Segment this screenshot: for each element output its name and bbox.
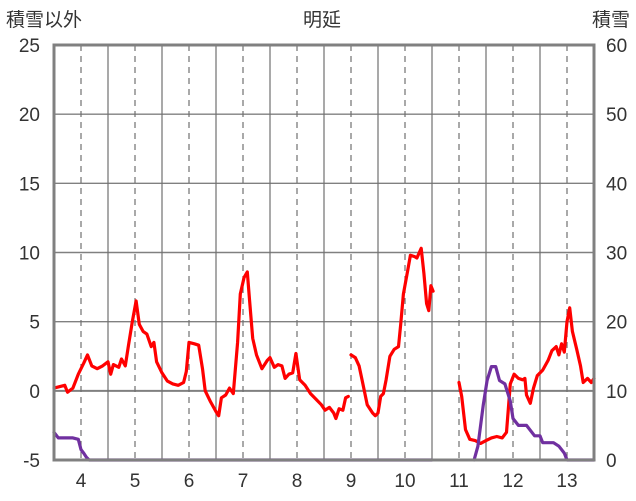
y-left-tick-label: 10 [19, 244, 40, 265]
y-left-tick-label: -5 [23, 451, 40, 472]
y-right-tick-label: 30 [606, 244, 627, 265]
y-left-tick-label: 5 [29, 313, 40, 334]
x-tick-label: 10 [394, 471, 415, 492]
x-tick-label: 8 [292, 471, 303, 492]
chart-title: 明延 [303, 9, 341, 31]
x-tick-label: 6 [184, 471, 195, 492]
plot-frame [52, 43, 596, 462]
x-tick-label: 5 [130, 471, 141, 492]
y-right-tick-label: 10 [606, 382, 627, 403]
x-tick-label: 13 [556, 471, 577, 492]
y-right-tick-label: 60 [606, 36, 627, 57]
x-tick-label: 4 [76, 471, 87, 492]
tick-labels: -5 0 5 10 15 20 25 0 10 20 30 40 50 60 4 5 6 7 8 9 10 11 12 13 [19, 36, 627, 492]
temperature-line [349, 246, 435, 418]
snow-line [472, 365, 596, 462]
y-left-tick-label: 15 [19, 174, 40, 195]
right-axis-label: 積雪 [592, 9, 630, 31]
temperature-line [52, 270, 350, 421]
y-left-tick-label: 0 [29, 382, 40, 403]
y-left-tick-label: 25 [19, 36, 40, 57]
y-left-tick-label: 20 [19, 105, 40, 126]
y-right-tick-label: 20 [606, 313, 627, 334]
y-right-tick-label: 0 [606, 451, 617, 472]
x-tick-label: 11 [449, 471, 469, 492]
left-axis-label: 積雪以外 [6, 9, 82, 31]
temperature-line [457, 306, 596, 445]
plot-border [52, 43, 596, 462]
x-tick-label: 12 [502, 471, 523, 492]
y-right-tick-label: 50 [606, 105, 627, 126]
grid [54, 44, 594, 461]
x-tick-label: 9 [346, 471, 357, 492]
y-right-tick-label: 40 [606, 174, 627, 195]
x-tick-label: 7 [238, 471, 249, 492]
